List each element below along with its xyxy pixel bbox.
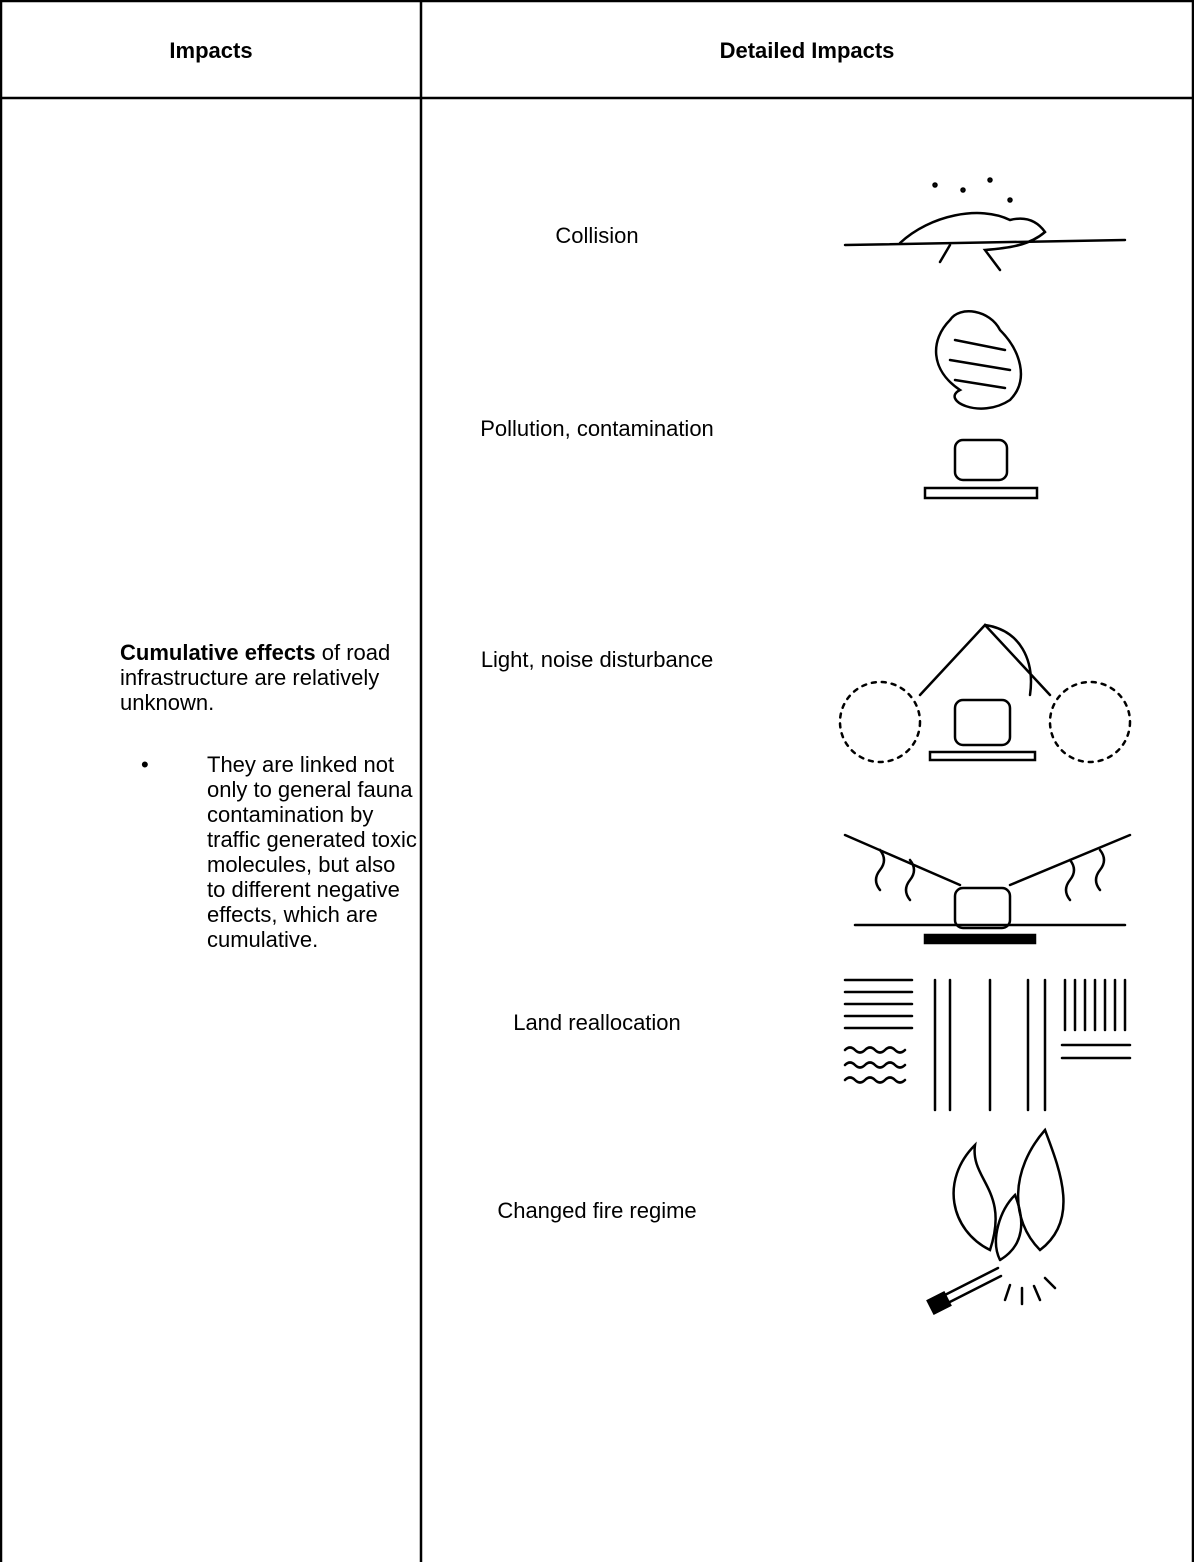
- road-sketch: [843, 833, 1132, 945]
- sketch-stroke: [948, 338, 1012, 390]
- sketch-stroke: [843, 1046, 907, 1084]
- sketch-stroke: [1003, 1276, 1057, 1306]
- detailed-impact: Light, noise disturbance: [480, 647, 714, 672]
- sketch-stroke: [1007, 197, 1013, 203]
- sketch-stroke: [1060, 978, 1132, 1060]
- sketch-stroke: [898, 211, 1047, 272]
- sketch-stroke: [843, 978, 914, 1030]
- sketch-stroke: [923, 933, 1037, 945]
- column-header: Detailed Impacts: [719, 38, 895, 63]
- sketch-stroke: [952, 1141, 997, 1252]
- bullet-marker: •: [141, 752, 149, 777]
- impact-lead-bold: Cumulative effects: [120, 640, 316, 665]
- sketch-stroke: [953, 886, 1012, 930]
- land-sketch: [843, 978, 1132, 1112]
- fire-sketch: [926, 1127, 1065, 1316]
- sketch-stroke: [994, 1192, 1023, 1262]
- sketch-stroke: [1048, 680, 1132, 764]
- sketch-stroke: [953, 698, 1012, 747]
- detailed-impact: Land reallocation: [513, 1010, 681, 1035]
- sketch-stroke: [932, 182, 938, 188]
- sketch-stroke: [928, 750, 1037, 762]
- sketch-stroke: [987, 177, 993, 183]
- detailed-impact: Changed fire regime: [497, 1198, 697, 1223]
- column-header: Impacts: [169, 38, 253, 63]
- sketch-stroke: [918, 623, 1052, 697]
- sketch-stroke: [934, 310, 1023, 410]
- sketch-stroke: [874, 848, 1106, 902]
- sketch-stroke: [933, 978, 1047, 1112]
- detailed-impact: Pollution, contamination: [480, 416, 714, 441]
- light-noise-sketch: [838, 623, 1132, 764]
- collision-sketch: [843, 177, 1127, 272]
- sketch-stroke: [1016, 1127, 1065, 1252]
- detailed-impact: Collision: [555, 223, 639, 248]
- sketch-stroke: [923, 486, 1039, 500]
- sketch-stroke: [960, 187, 966, 193]
- pollution-sketch: [923, 310, 1039, 500]
- sketch-stroke: [843, 833, 1132, 927]
- impact-lead-text: of road infrastructure are relatively un…: [120, 640, 391, 715]
- bullet-text: They are linked not only to general faun…: [207, 752, 417, 952]
- sketch-stroke: [838, 680, 922, 764]
- sketch-stroke: [953, 438, 1009, 482]
- impact-lead: Cumulative effects of road infrastructur…: [120, 640, 405, 715]
- sketch-stroke: [926, 1290, 952, 1316]
- sketch-stroke: [843, 238, 1127, 247]
